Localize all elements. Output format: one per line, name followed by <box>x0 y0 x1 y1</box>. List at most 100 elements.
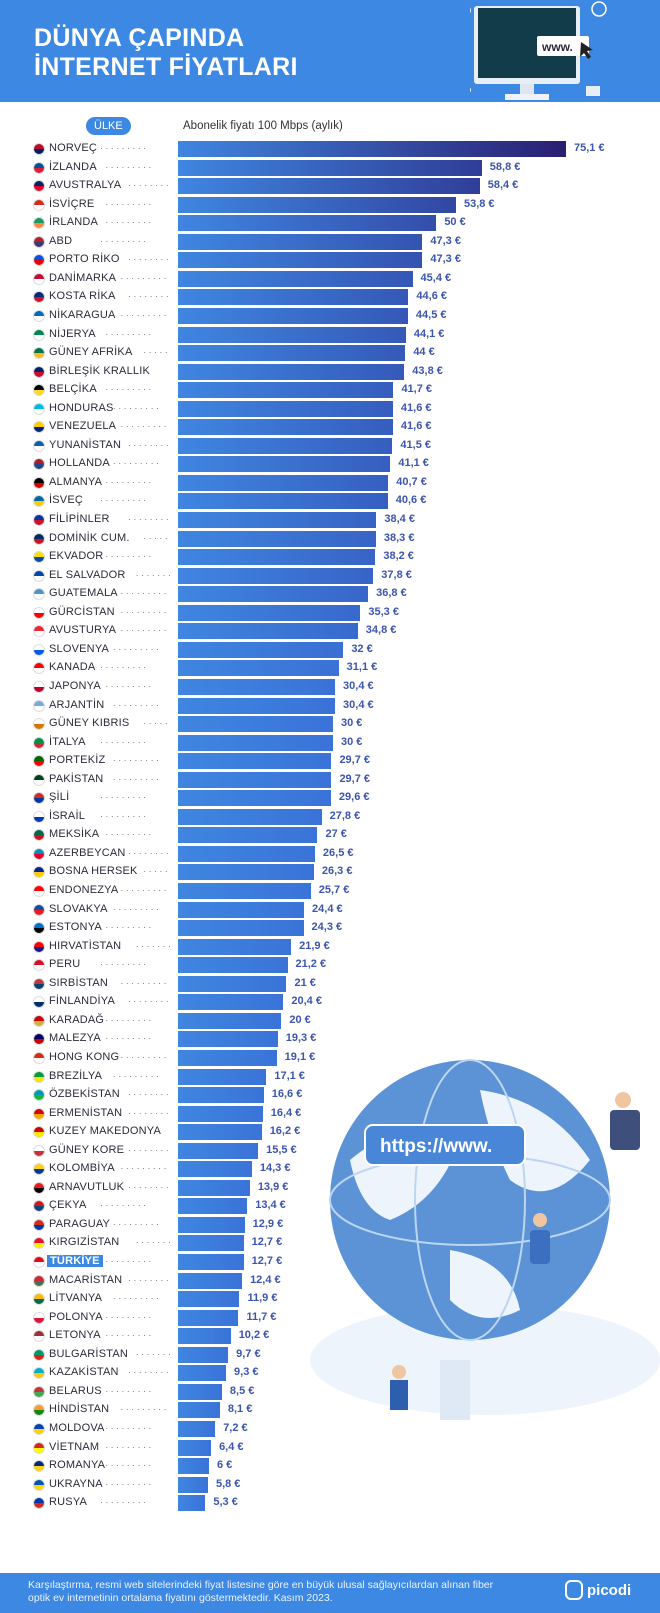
country-label: PERU <box>49 958 81 971</box>
country-label: DOMİNİK CUM. <box>49 531 130 544</box>
country-label: İSRAİL <box>49 809 86 822</box>
value-label: 37,8 € <box>381 568 412 581</box>
bar-row: LİTVANYA ········· 11,9 € <box>0 1290 660 1308</box>
flag-icon <box>33 736 45 749</box>
bar-row: FİNLANDİYA ········· 20,4 € <box>0 993 660 1011</box>
value-label: 50 € <box>444 216 466 229</box>
bar <box>178 1216 245 1233</box>
value-label: 29,7 € <box>339 772 371 785</box>
leader-dots: ········· <box>105 161 154 172</box>
bar-row: İTALYA ········· 30 € <box>0 734 660 752</box>
value-label: 9,7 € <box>236 1347 261 1360</box>
bar-row: HİNDİSTAN ········· 8,1 € <box>0 1401 660 1419</box>
bar <box>178 549 376 566</box>
bar <box>178 456 391 473</box>
bar-row: GÜNEY KORE········· 15,5 € <box>0 1142 660 1160</box>
bar-row: ARJANTİN ········· 30,4 € <box>0 697 660 715</box>
leader-dots: ········· <box>128 180 170 191</box>
country-label: BOSNA HERSEK <box>49 865 138 878</box>
bar <box>178 1402 220 1419</box>
price-column-header: Abonelik fiyatı 100 Mbps (aylık) <box>183 120 343 132</box>
bar <box>178 808 322 825</box>
country-label: DANİMARKA <box>49 271 117 284</box>
flag-icon <box>33 1107 45 1120</box>
country-label: KANADA <box>49 661 96 674</box>
value-label: 35,3 € <box>368 605 399 618</box>
bar-row: GÜNEY KIBRIS ········· 30 € <box>0 715 660 733</box>
country-label: KIRGIZİSTAN <box>49 1236 120 1249</box>
value-label: 8,5 € <box>229 1384 255 1397</box>
page-title: DÜNYA ÇAPINDA İNTERNET FİYATLARI <box>34 24 298 82</box>
country-label: MALEZYA <box>49 1032 101 1045</box>
bar <box>178 1309 239 1326</box>
bar <box>178 1272 243 1289</box>
value-label: 36,8 € <box>376 587 407 600</box>
value-label: 5,8 € <box>215 1477 241 1490</box>
country-label: ÇEKYA <box>49 1199 87 1212</box>
bar <box>178 1142 259 1159</box>
country-label: SIRBİSTAN <box>49 976 109 989</box>
bar-row: ÖZBEKİSTAN ········· 16,6 € <box>0 1086 660 1104</box>
bar-row: ENDONEZYA ········· 25,7 € <box>0 882 660 900</box>
leader-dots: ········· <box>100 736 149 747</box>
flag-icon <box>33 940 45 953</box>
bar <box>178 845 315 862</box>
country-label: MACARİSTAN <box>49 1273 123 1286</box>
flag-icon <box>33 1330 45 1343</box>
bar-row: LETONYA ········· 10,2 € <box>0 1327 660 1345</box>
value-label: 58,4 € <box>487 179 519 192</box>
country-label: EL SALVADOR <box>49 568 126 581</box>
bar <box>178 270 413 287</box>
bar <box>178 1012 282 1029</box>
value-label: 41,5 € <box>400 438 431 451</box>
value-label: 8,1 € <box>227 1403 253 1416</box>
country-label: ARJANTİN <box>49 698 105 711</box>
leader-dots: ········· <box>120 421 169 432</box>
flag-icon <box>33 1200 45 1213</box>
bar <box>178 530 376 547</box>
value-label: 19,1 € <box>284 1050 316 1063</box>
leader-dots: ········· <box>143 866 170 877</box>
bar-row: İSVEÇ ········· 40,6 € <box>0 492 660 510</box>
footer-note: Karşılaştırma, resmi web sitelerindeki f… <box>28 1579 494 1604</box>
leader-dots: ········· <box>105 1422 154 1433</box>
bar <box>178 1087 264 1104</box>
value-label: 44,6 € <box>416 290 448 303</box>
flag-icon <box>33 458 45 471</box>
leader-dots: ········· <box>105 680 154 691</box>
leader-dots: ········· <box>112 699 162 710</box>
cursor-icon <box>580 42 593 59</box>
bar <box>178 957 288 974</box>
url-text: https://www. <box>380 1136 492 1157</box>
leader-dots: ········· <box>105 1311 154 1322</box>
bar <box>178 233 423 250</box>
leader-dots: ········· <box>100 810 149 821</box>
leader-dots: ········· <box>120 588 169 599</box>
leader-dots: ········· <box>120 625 169 636</box>
value-label: 41,6 € <box>400 401 432 414</box>
value-label: 12,4 € <box>250 1273 281 1286</box>
country-label: ŞİLİ <box>49 791 70 804</box>
flag-icon <box>33 495 45 508</box>
bar <box>178 215 437 232</box>
value-label: 30 € <box>340 735 363 748</box>
leader-dots: ········· <box>128 847 170 858</box>
value-label: 9,3 € <box>234 1366 259 1379</box>
country-label: ABD <box>49 234 73 247</box>
flag-icon <box>33 1478 45 1491</box>
bar <box>178 623 358 640</box>
country-label: AZERBEYCAN <box>49 846 126 859</box>
bar <box>178 586 369 603</box>
bar <box>178 1105 263 1122</box>
bar <box>178 697 336 714</box>
leader-dots: ········· <box>128 1181 170 1192</box>
flag-icon <box>33 514 45 526</box>
value-label: 43,8 € <box>412 364 443 377</box>
bar-row: AZERBEYCAN········· 26,5 € <box>0 845 660 863</box>
bar-row: ARNAVUTLUK········· 13,9 € <box>0 1179 660 1197</box>
country-label: UKRAYNA <box>49 1477 103 1490</box>
globe-illustration-icon: https://www. <box>310 1059 660 1420</box>
leader-dots: ········· <box>100 1497 149 1508</box>
bar <box>178 382 394 399</box>
monitor-illustration-icon: @ www. <box>470 1 607 100</box>
